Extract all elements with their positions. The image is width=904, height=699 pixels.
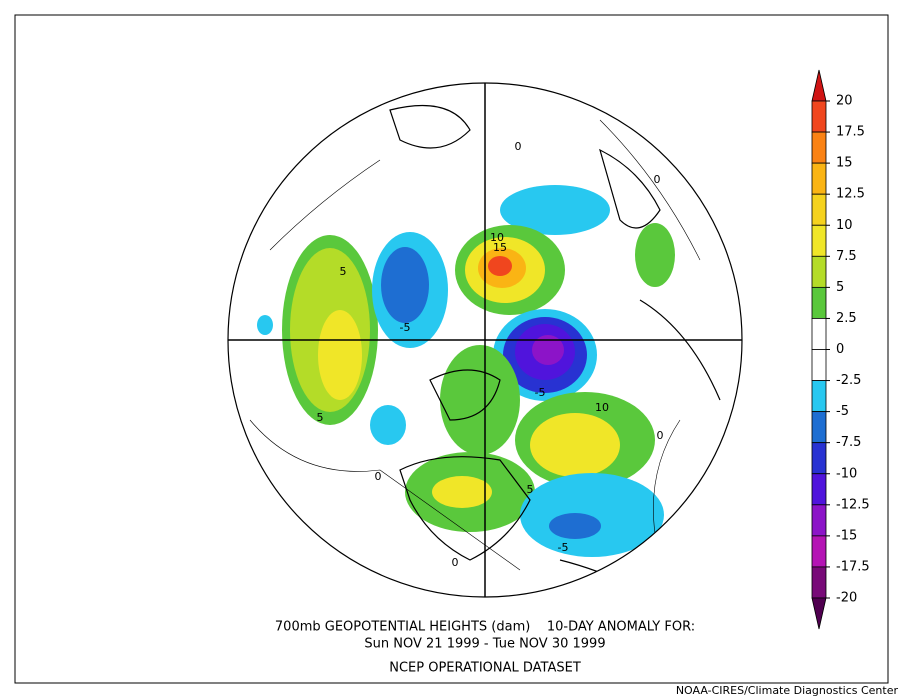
colorbar-label: 5 xyxy=(836,280,844,295)
colorbar-band xyxy=(811,566,827,599)
region xyxy=(500,185,610,235)
region xyxy=(432,476,492,508)
colorbar-label: 10 xyxy=(836,218,853,233)
contour-label: 5 xyxy=(317,411,324,424)
contour-label: -5 xyxy=(535,386,546,399)
title: 700mb GEOPOTENTIAL HEIGHTS (dam) 10-DAY … xyxy=(275,620,695,635)
contour-label: -5 xyxy=(400,321,411,334)
colorbar-label: -2.5 xyxy=(836,373,861,388)
region xyxy=(488,256,512,276)
colorbar-band xyxy=(811,100,827,133)
colorbar-band xyxy=(811,442,827,475)
contour-label: 0 xyxy=(515,140,522,153)
contour-label: -5 xyxy=(558,541,569,554)
colorbar-band xyxy=(811,286,827,319)
colorbar-label: 15 xyxy=(836,156,853,171)
contour-label: 5 xyxy=(527,483,534,496)
region xyxy=(370,405,406,445)
contour-label: 0 xyxy=(375,470,382,483)
colorbar-label: -10 xyxy=(836,466,857,481)
contour xyxy=(249,119,701,571)
region xyxy=(257,315,273,335)
colorbar-label: 2.5 xyxy=(836,311,857,326)
colorbar-band xyxy=(811,318,827,350)
colorbar-band xyxy=(811,193,827,226)
contour-label: 0 xyxy=(657,429,664,442)
colorbar-band xyxy=(811,224,827,257)
contour-label: 5 xyxy=(340,265,347,278)
colorbar-band xyxy=(811,411,827,444)
contour-label: 10 xyxy=(595,401,609,414)
credit: NOAA-CIRES/Climate Diagnostics Center xyxy=(676,684,899,697)
colorbar-band xyxy=(811,473,827,506)
contour-label: 10 xyxy=(490,231,504,244)
colorbar-label: -17.5 xyxy=(836,559,870,574)
colorbar-band xyxy=(811,255,827,288)
frame xyxy=(14,14,889,684)
colorbar-label: 0 xyxy=(836,342,844,357)
map xyxy=(249,104,721,591)
colorbar-label: -15 xyxy=(836,528,857,543)
region xyxy=(440,345,520,455)
region xyxy=(635,223,675,287)
colorbar-band xyxy=(811,504,827,537)
colorbar-band xyxy=(811,131,827,164)
colorbar-label: 7.5 xyxy=(836,249,857,264)
colorbar-band xyxy=(811,162,827,195)
colorbar-label: 20 xyxy=(836,94,853,109)
colorbar-label: 17.5 xyxy=(836,125,865,140)
colorbar-label: -20 xyxy=(836,591,857,606)
colorbar-label: -5 xyxy=(836,404,849,419)
contour-label: 0 xyxy=(452,556,459,569)
subtitle: Sun NOV 21 1999 - Tue NOV 30 1999 xyxy=(364,637,605,652)
contour-label: 15 xyxy=(493,241,507,254)
region xyxy=(520,473,664,557)
coastline xyxy=(389,104,721,591)
contour-label: 0 xyxy=(654,173,661,186)
region xyxy=(532,335,564,365)
colorbar-label: -12.5 xyxy=(836,497,870,512)
colorbar-label: 12.5 xyxy=(836,187,865,202)
colorbar-cap xyxy=(811,597,827,630)
colorbar-label: -7.5 xyxy=(836,435,861,450)
region xyxy=(381,247,429,323)
dataset: NCEP OPERATIONAL DATASET xyxy=(389,661,581,676)
region xyxy=(318,310,362,400)
colorbar-band xyxy=(811,349,827,381)
colorbar-band xyxy=(811,380,827,413)
colorbar-band xyxy=(811,535,827,568)
region xyxy=(549,513,601,539)
region xyxy=(530,413,620,477)
